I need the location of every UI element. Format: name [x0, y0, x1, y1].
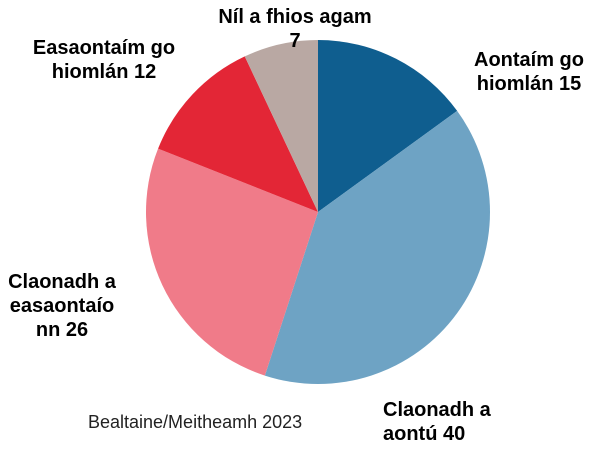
slice-label: Níl a fhios agam 7: [215, 5, 375, 53]
slice-label: Aontaím go hiomlán 15: [455, 48, 603, 96]
pie-slice: [158, 56, 318, 212]
slice-label: Claonadh a easaontaíonn 26: [8, 270, 116, 342]
category-label: Easaontaím go hiomlán: [32, 37, 176, 83]
category-label: Níl a fhios agam: [218, 6, 372, 28]
value-label: 26: [65, 319, 89, 341]
category-label: Claonadh a aontú: [383, 399, 491, 445]
slice-label: Claonadh a aontú 40: [383, 398, 523, 446]
footnote: Bealtaine/Meitheamh 2023: [88, 412, 303, 432]
pie-slice: [146, 148, 318, 376]
value-label: 12: [133, 61, 157, 83]
slice-label: Easaontaím go hiomlán 12: [8, 36, 200, 84]
value-label: 15: [558, 73, 582, 95]
pie-slice: [318, 40, 458, 212]
pie-slice: [264, 110, 490, 384]
category-label: Claonadh a easaontaíonn: [8, 271, 116, 341]
value-label: 40: [443, 423, 466, 445]
pie-slice: [244, 40, 318, 212]
value-label: 7: [289, 30, 301, 52]
category-label: Aontaím go hiomlán: [474, 49, 584, 95]
